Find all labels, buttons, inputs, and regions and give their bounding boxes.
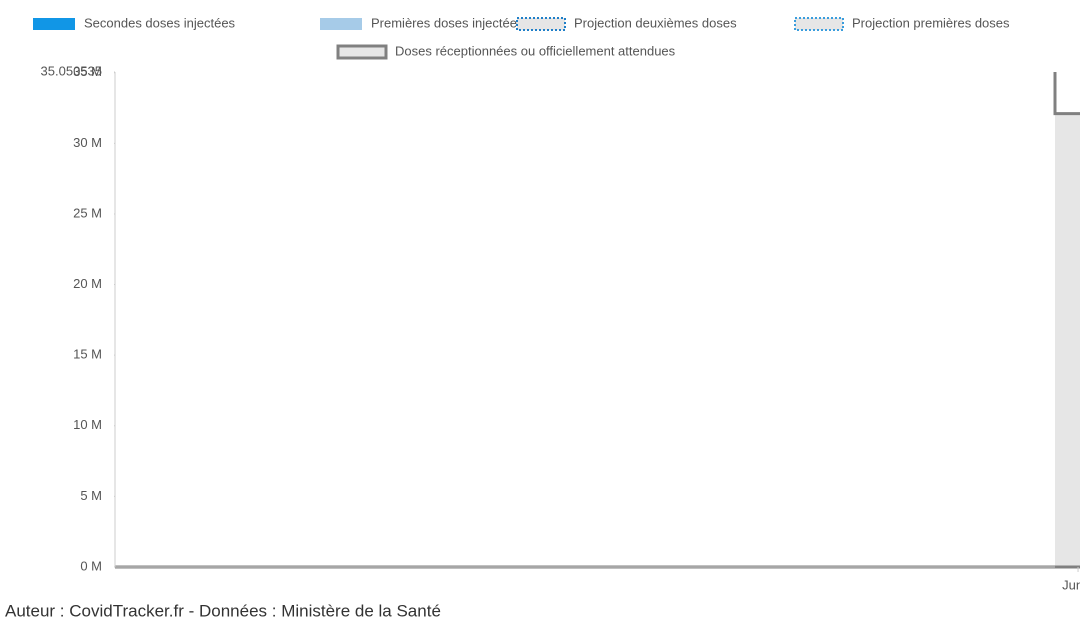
legend-label: Projection premières doses <box>852 15 1010 30</box>
legend-swatch <box>794 17 844 31</box>
legend-swatch <box>33 18 75 30</box>
doses-area <box>115 365 1080 567</box>
received-step-line <box>115 72 1080 569</box>
legend-label: Doses réceptionnées ou officiellement at… <box>395 43 676 58</box>
legend-label: Premières doses injectées <box>371 15 524 30</box>
y-tick-label: 35.050535 <box>41 63 102 78</box>
y-tick-label: 0 M <box>80 558 102 573</box>
x-tick-label: Jun 1 <box>1062 577 1080 592</box>
legend-swatch <box>516 17 566 31</box>
y-tick-label: 20 M <box>73 276 102 291</box>
doses-area <box>115 516 1080 567</box>
legend-swatch <box>336 44 388 60</box>
received-area <box>115 72 1080 567</box>
legend-swatch <box>320 18 362 30</box>
axes: 0 M 5 M 10 M 15 M 20 M 25 M 30 M 35 M35.050535 J… <box>41 63 1080 592</box>
plot-area <box>115 72 1080 569</box>
y-tick-label: 30 M <box>73 135 102 150</box>
y-tick-label: 5 M <box>80 488 102 503</box>
legend: Secondes doses injectées Premières doses … <box>33 15 1010 60</box>
y-tick-label: 35 M <box>73 64 102 79</box>
y-tick-label: 25 M <box>73 205 102 220</box>
caption: Auteur : CovidTracker.fr - Données : Min… <box>5 601 441 620</box>
legend-label: Secondes doses injectées <box>84 15 236 30</box>
y-tick-label: 15 M <box>73 347 102 362</box>
legend-label: Projection deuxièmes doses <box>574 15 737 30</box>
y-tick-label: 10 M <box>73 417 102 432</box>
